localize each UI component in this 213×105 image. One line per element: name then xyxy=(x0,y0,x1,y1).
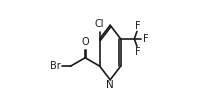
Text: F: F xyxy=(143,34,148,44)
Text: F: F xyxy=(135,47,140,57)
Text: O: O xyxy=(81,37,89,47)
Text: N: N xyxy=(106,80,114,90)
Text: F: F xyxy=(135,21,140,31)
Text: Br: Br xyxy=(50,61,61,71)
Text: Cl: Cl xyxy=(95,19,104,29)
